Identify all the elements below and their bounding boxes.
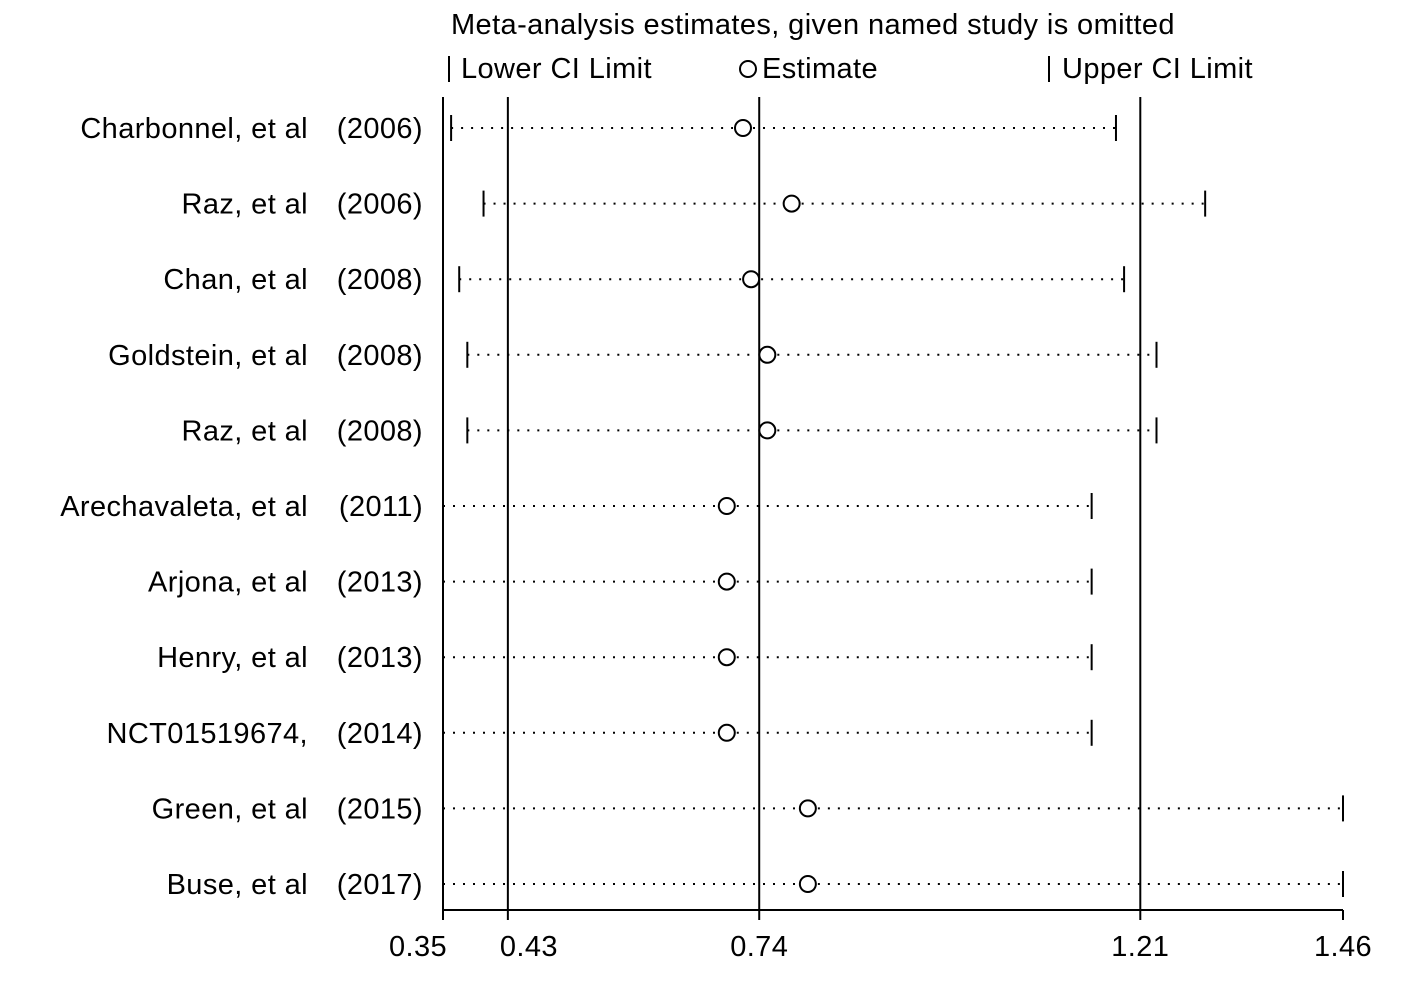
estimate-point (717, 572, 736, 591)
study-name-label: Henry, et al (157, 642, 308, 674)
study-year-label: (2017) (337, 869, 423, 901)
study-name-label: Green, et al (152, 793, 308, 825)
study-rows: Charbonnel, et al (2006)Raz, et al (2006)C… (60, 113, 1344, 901)
legend: Lower CI Limit Estimate Upper CI Limit (448, 53, 1253, 85)
study-year-label: (2006) (337, 113, 423, 145)
reference-lines (506, 97, 1142, 910)
estimate-point (717, 723, 736, 742)
estimate-point (717, 497, 736, 515)
study-year-label: (2008) (337, 415, 423, 447)
study-year-label: (2013) (337, 567, 423, 599)
study-name-label: Raz, et al (182, 189, 309, 221)
estimate-point (717, 648, 736, 667)
study-row-3: Goldstein, et al (2008) (108, 340, 1158, 372)
study-row-1: Raz, et al (2006) (182, 189, 1207, 221)
legend-estimate-label: Estimate (762, 53, 878, 85)
legend-lower-label: Lower CI Limit (461, 53, 652, 85)
estimate-point (734, 119, 752, 137)
study-row-5: Arechavaleta, et al (2011) (60, 491, 1093, 523)
study-name-label: Arjona, et al (148, 567, 308, 599)
x-tick-label-3: 1.21 (1111, 931, 1169, 963)
x-tick-label-2: 0.74 (730, 931, 788, 963)
legend-upper-label: Upper CI Limit (1062, 53, 1253, 85)
study-year-label: (2011) (339, 491, 423, 523)
study-year-label: (2013) (337, 642, 423, 674)
study-row-0: Charbonnel, et al (2006) (80, 113, 1117, 145)
study-name-label: Buse, et al (167, 869, 308, 901)
study-row-2: Chan, et al (2008) (163, 264, 1126, 296)
estimate-point (782, 194, 801, 213)
study-row-8: NCT01519674, (2014) (107, 718, 1093, 750)
chart-title: Meta-analysis estimates, given named stu… (451, 9, 1175, 41)
estimate-point (758, 421, 777, 440)
study-name-label: Arechavaleta, et al (60, 491, 308, 523)
legend-estimate-circle-icon (739, 60, 757, 78)
x-axis-ticks: 0.35 0.43 0.74 1.21 1.46 (389, 910, 1372, 963)
study-name-label: Chan, et al (163, 264, 308, 296)
study-year-label: (2014) (337, 718, 423, 750)
study-row-4: Raz, et al (2008) (182, 415, 1158, 447)
study-name-label: NCT01519674, (107, 718, 309, 750)
study-row-10: Buse, et al (2017) (167, 869, 1344, 901)
estimate-point (742, 270, 761, 289)
study-row-9: Green, et al (2015) (152, 793, 1344, 825)
estimate-point (798, 875, 817, 893)
study-year-label: (2008) (337, 264, 423, 296)
estimate-point (758, 345, 777, 364)
study-row-7: Henry, et al (2013) (157, 642, 1093, 674)
study-year-label: (2015) (337, 793, 423, 825)
study-name-label: Charbonnel, et al (80, 113, 308, 145)
x-tick-label-0: 0.35 (389, 931, 447, 963)
study-year-label: (2008) (337, 340, 423, 372)
x-tick-label-1: 0.43 (500, 931, 558, 963)
study-row-6: Arjona, et al (2013) (148, 567, 1093, 599)
study-name-label: Raz, et al (182, 415, 309, 447)
study-name-label: Goldstein, et al (108, 340, 308, 372)
x-tick-label-4: 1.46 (1314, 931, 1372, 963)
estimate-point (798, 799, 817, 818)
study-year-label: (2006) (337, 189, 423, 221)
